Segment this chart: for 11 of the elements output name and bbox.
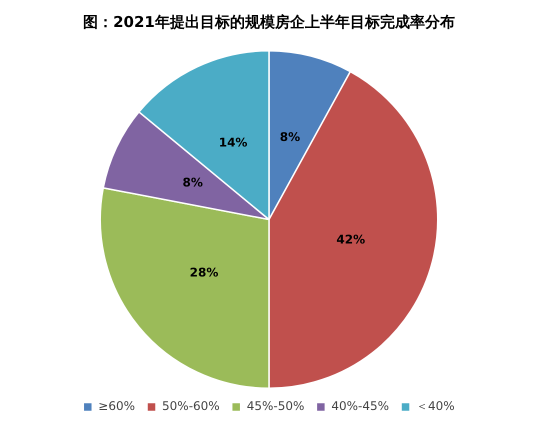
data-label: 28% (190, 265, 218, 280)
data-label: 8% (280, 130, 300, 144)
data-label: 42% (336, 232, 366, 247)
legend-label: 40%-45% (331, 399, 390, 414)
data-label: 8% (182, 176, 203, 190)
legend-label: 45%-50% (246, 399, 304, 414)
chart-title: 图：2021年提出目标的规模房企上半年目标完成率分布 (83, 12, 455, 31)
legend-label: ＜40% (416, 399, 455, 414)
legend-label: 50%-60% (162, 399, 220, 414)
data-label: 14% (218, 135, 248, 150)
legend-label: ≥60% (98, 399, 136, 414)
